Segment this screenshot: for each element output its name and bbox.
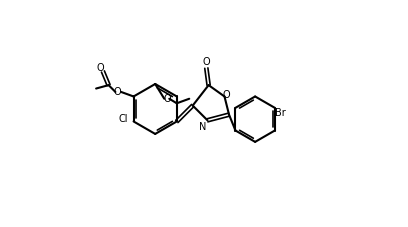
Text: O: O bbox=[202, 57, 210, 67]
Text: Br: Br bbox=[275, 109, 286, 118]
Text: O: O bbox=[223, 90, 231, 100]
Text: N: N bbox=[199, 122, 206, 132]
Text: O: O bbox=[163, 94, 171, 104]
Text: Cl: Cl bbox=[119, 114, 128, 124]
Text: O: O bbox=[96, 63, 104, 73]
Text: O: O bbox=[114, 87, 122, 97]
